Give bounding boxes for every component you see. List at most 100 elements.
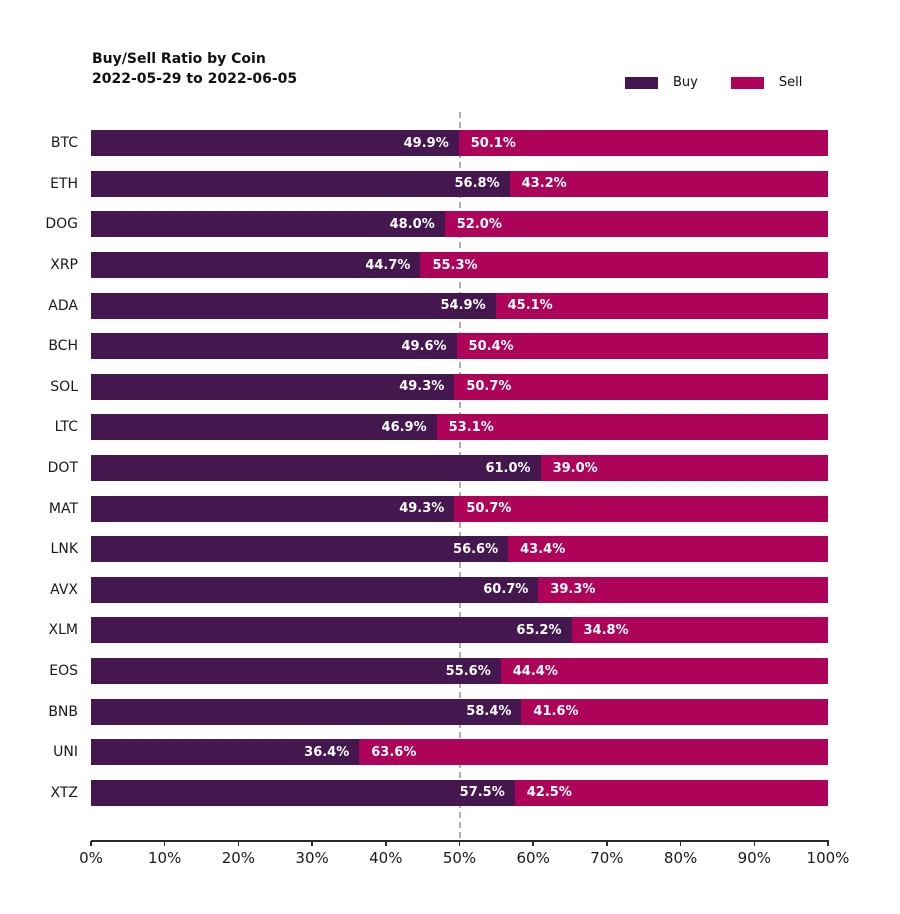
bar-row: BNB 58.4% 41.6% <box>0 691 828 732</box>
bar-track: 48.0% 52.0% <box>91 211 828 238</box>
sell-bar-segment: 52.0% <box>444 211 828 238</box>
bar-row: LNK 56.6% 43.4% <box>0 529 828 570</box>
buy-bar-segment: 44.7% <box>91 252 421 279</box>
sell-value-label: 50.4% <box>468 338 514 354</box>
sell-value-label: 41.6% <box>533 704 579 720</box>
buy-bar-segment: 48.0% <box>91 211 445 238</box>
buy-bar-segment: 49.6% <box>91 333 457 360</box>
bar-row: DOG 48.0% 52.0% <box>0 204 828 245</box>
buy-bar-segment: 49.3% <box>91 495 455 522</box>
buy-bar-segment: 58.4% <box>91 698 522 725</box>
sell-value-label: 55.3% <box>432 257 478 273</box>
coin-label: BNB <box>48 703 78 720</box>
buy-value-label: 49.3% <box>399 501 445 517</box>
legend: Buy Sell <box>625 75 802 90</box>
x-axis-tick <box>606 841 608 846</box>
bar-row: BTC 49.9% 50.1% <box>0 123 828 164</box>
coin-label: MAT <box>48 500 78 517</box>
coin-label: EOS <box>49 663 78 680</box>
x-axis-tick <box>827 841 829 846</box>
x-axis-tick-label: 30% <box>295 849 329 867</box>
buy-legend-label: Buy <box>673 75 698 90</box>
sell-bar-segment: 43.4% <box>508 536 828 563</box>
bar-row: ADA 54.9% 45.1% <box>0 285 828 326</box>
sell-bar-segment: 41.6% <box>521 698 828 725</box>
x-axis-tick-label: 80% <box>663 849 698 867</box>
coin-label: BCH <box>48 338 78 355</box>
coin-label: LTC <box>54 419 78 436</box>
buy-value-label: 46.9% <box>381 419 427 435</box>
chart-title: Buy/Sell Ratio by Coin 2022-05-29 to 202… <box>92 50 297 89</box>
chart-title-line2: 2022-05-29 to 2022-06-05 <box>92 70 298 87</box>
x-axis-tick-label: 40% <box>369 849 403 867</box>
sell-value-label: 50.1% <box>470 135 516 151</box>
sell-bar-segment: 34.8% <box>571 617 828 644</box>
sell-bar-segment: 39.0% <box>540 455 828 482</box>
buy-value-label: 58.4% <box>466 704 512 720</box>
buy-bar-segment: 61.0% <box>91 455 541 482</box>
chart-title-line1: Buy/Sell Ratio by Coin <box>92 51 266 67</box>
x-axis-tick <box>311 841 313 846</box>
sell-bar-segment: 50.1% <box>458 130 828 157</box>
bar-track: 56.8% 43.2% <box>91 170 828 197</box>
x-axis-tick-label: 90% <box>737 849 771 867</box>
sell-value-label: 43.2% <box>521 176 567 192</box>
buy-bar-segment: 54.9% <box>91 292 496 319</box>
sell-bar-segment: 39.3% <box>538 576 828 603</box>
x-axis-tick <box>753 841 756 846</box>
sell-value-label: 50.7% <box>466 379 512 395</box>
sell-value-label: 52.0% <box>456 216 502 232</box>
x-axis-tick-label: 60% <box>516 849 550 867</box>
bar-row: XLM 65.2% 34.8% <box>0 610 828 651</box>
x-axis-line <box>91 840 829 842</box>
bar-row: SOL 49.3% 50.7% <box>0 367 828 408</box>
sell-legend-swatch-icon <box>730 76 764 89</box>
buy-value-label: 49.3% <box>399 379 445 395</box>
buy-value-label: 48.0% <box>389 216 435 232</box>
buy-bar-segment: 57.5% <box>91 779 515 806</box>
bar-track: 49.9% 50.1% <box>91 130 828 157</box>
x-axis-tick <box>532 841 534 846</box>
buy-value-label: 60.7% <box>483 582 529 598</box>
sell-value-label: 53.1% <box>448 419 494 435</box>
bar-row: MAT 49.3% 50.7% <box>0 488 828 529</box>
bar-track: 57.5% 42.5% <box>91 779 828 806</box>
sell-bar-segment: 55.3% <box>420 252 828 279</box>
bar-row: AVX 60.7% 39.3% <box>0 570 828 611</box>
x-axis-tick-label: 100% <box>806 849 850 867</box>
coin-label: DOT <box>47 460 78 477</box>
bar-track: 56.6% 43.4% <box>91 536 828 563</box>
buy-bar-segment: 46.9% <box>91 414 437 441</box>
coin-label: SOL <box>50 378 78 395</box>
x-axis-tick <box>385 841 387 846</box>
bar-row: DOT 61.0% 39.0% <box>0 448 828 489</box>
sell-value-label: 39.3% <box>550 582 596 598</box>
coin-label: DOG <box>45 216 78 233</box>
bar-row: XTZ 57.5% 42.5% <box>0 773 828 814</box>
bar-rows: BTC 49.9% 50.1% ETH 56.8% 43.2% DOG 48.0% 52.0% X… <box>0 123 828 813</box>
buy-value-label: 49.9% <box>403 135 449 151</box>
buy-value-label: 57.5% <box>459 785 505 801</box>
coin-label: XRP <box>50 257 78 274</box>
legend-item-buy: Buy <box>625 75 698 90</box>
coin-label: XLM <box>48 622 78 639</box>
sell-value-label: 39.0% <box>552 460 598 476</box>
x-axis-tick <box>90 841 92 846</box>
coin-label: XTZ <box>50 784 79 801</box>
sell-bar-segment: 45.1% <box>495 292 828 319</box>
sell-value-label: 50.7% <box>466 501 512 517</box>
x-axis-tick <box>237 841 240 846</box>
sell-bar-segment: 43.2% <box>509 170 828 197</box>
x-axis-tick <box>163 841 166 846</box>
sell-bar-segment: 63.6% <box>359 739 828 766</box>
buy-bar-segment: 36.4% <box>91 739 360 766</box>
buy-bar-segment: 60.7% <box>91 576 539 603</box>
x-axis-tick <box>458 841 461 846</box>
buy-value-label: 56.8% <box>454 176 500 192</box>
bar-track: 54.9% 45.1% <box>91 292 828 319</box>
buy-bar-segment: 49.9% <box>91 130 459 157</box>
sell-value-label: 45.1% <box>507 298 553 314</box>
sell-value-label: 44.4% <box>512 663 558 679</box>
coin-label: LNK <box>50 541 78 558</box>
buy-value-label: 65.2% <box>516 622 562 638</box>
